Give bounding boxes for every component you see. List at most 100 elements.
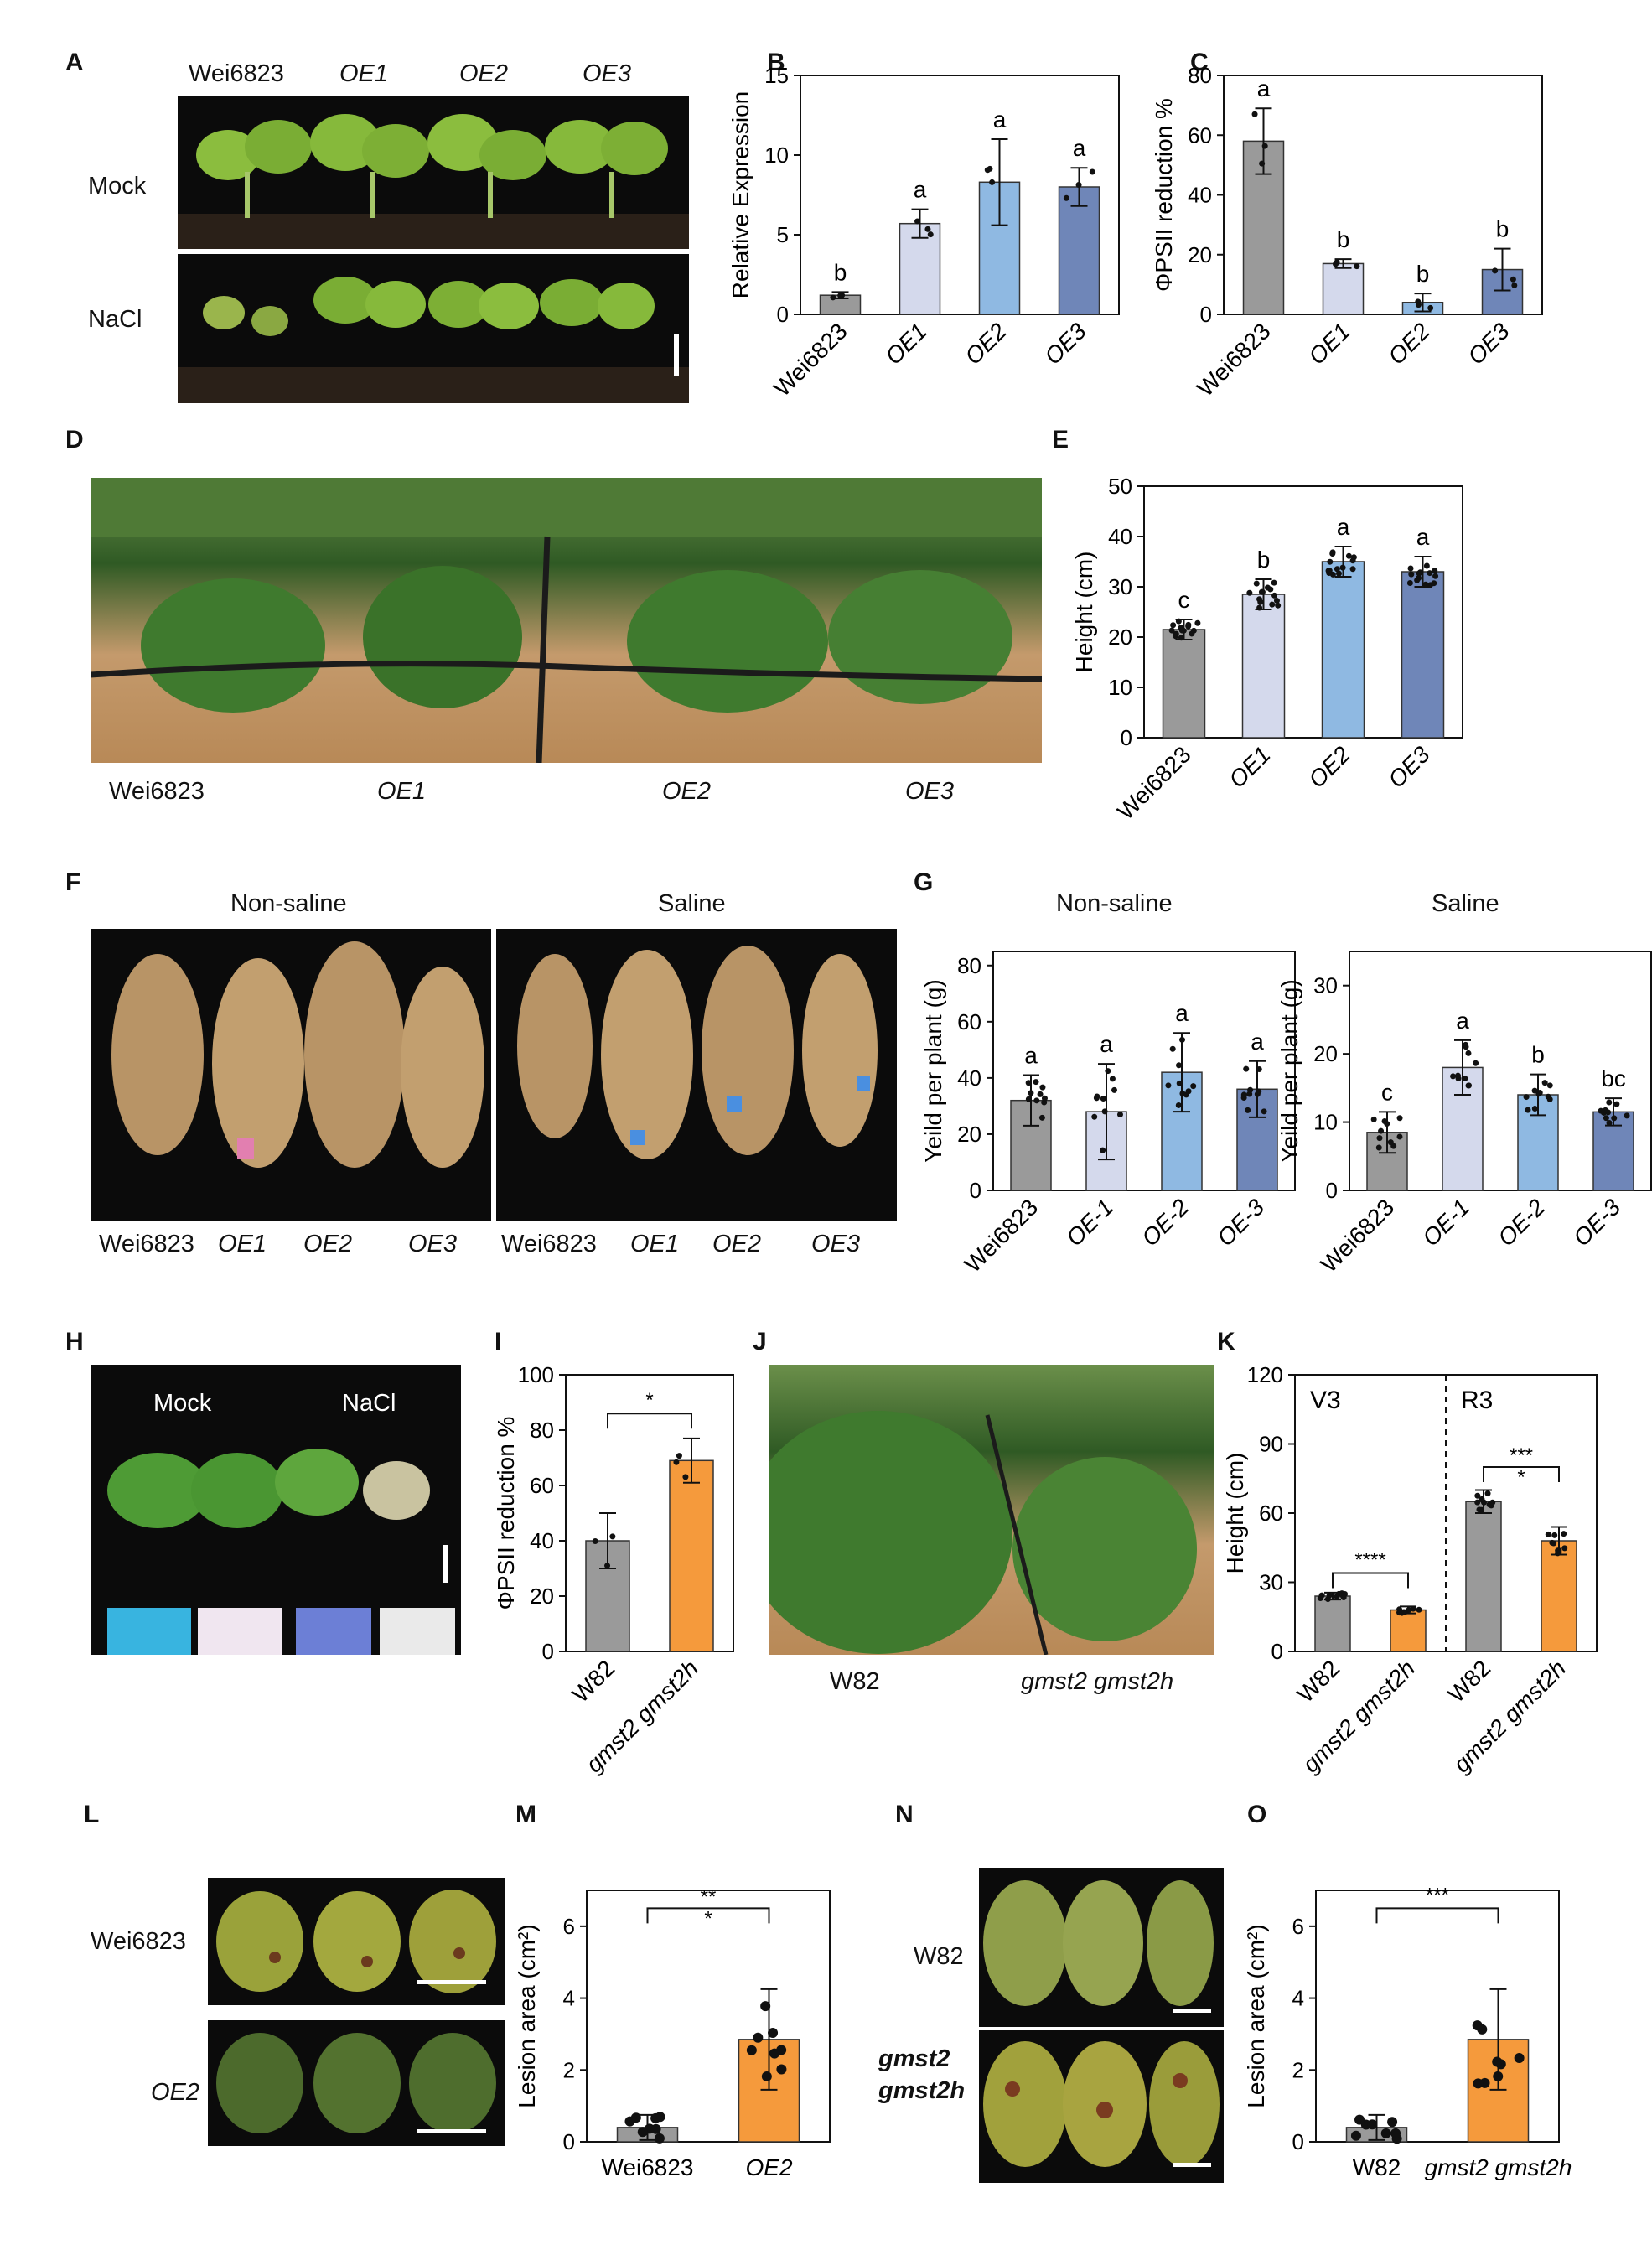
category-label-B-2: OE2 (960, 318, 1012, 370)
point-G2-0-1 (1370, 1116, 1377, 1122)
point-G1-3-7 (1243, 1065, 1250, 1072)
point-K-3-9 (1556, 1549, 1562, 1556)
point-E-3-4 (1427, 570, 1433, 577)
point-E-3-5 (1432, 573, 1439, 579)
category-label-M-1: OE2 (745, 2154, 792, 2180)
chart-e-height: 0 10 20 30 40 50 Height (cm) c Wei6823 b OE1 a OE2 a O… (1071, 474, 1463, 825)
letter-G1-3: a (1251, 1029, 1264, 1055)
letter-E-0: c (1178, 587, 1190, 613)
bar-K-1 (1390, 1609, 1427, 1652)
y-tick-label-O-3: 6 (1292, 1914, 1304, 1939)
a-row-nacl: NaCl (88, 306, 142, 333)
significance-O-0: *** (1426, 1884, 1449, 1906)
point-G2-3-4 (1613, 1101, 1620, 1107)
point-G2-3-9 (1602, 1107, 1608, 1113)
y-tick-label-B-3: 15 (764, 63, 789, 88)
point-C-0-1 (1251, 111, 1258, 117)
chart-c-phipsii-reduction: 0 20 40 60 80 ΦPSII reduction % a Wei6823 b OE1 b O… (1151, 63, 1543, 402)
point-B-3-0 (1075, 182, 1082, 189)
point-G1-3-8 (1246, 1091, 1253, 1097)
a-col-oe1: OE1 (339, 60, 389, 87)
point-B-3-1 (1063, 194, 1069, 201)
point-E-1-6 (1273, 598, 1280, 604)
point-K-2-9 (1489, 1499, 1496, 1506)
point-G1-2-3 (1175, 1102, 1182, 1108)
point-G2-1-9 (1454, 1072, 1461, 1079)
a-photo-nacl (178, 254, 689, 403)
point-E-3-0 (1407, 565, 1414, 572)
point-M-0-7 (650, 2112, 661, 2123)
point-K-2-4 (1484, 1490, 1491, 1497)
l-scale-bar-2 (417, 2129, 486, 2133)
point-B-2-1 (989, 179, 996, 185)
point-G1-2-8 (1169, 1045, 1176, 1052)
y-tick-label-G2-2: 20 (1313, 1041, 1338, 1066)
f-title-saline: Saline (658, 890, 726, 917)
h-photo: Mock NaCl (91, 1365, 461, 1655)
y-tick-label-I-4: 80 (530, 1418, 554, 1443)
category-label-B-1: OE1 (880, 318, 932, 370)
point-K-2-1 (1478, 1506, 1484, 1513)
letter-G1-2: a (1175, 1000, 1189, 1026)
panel-label-a: A (65, 49, 84, 76)
point-G1-2-7 (1175, 1062, 1182, 1069)
letter-G2-3: bc (1601, 1065, 1626, 1091)
point-G1-1-7 (1116, 1112, 1123, 1118)
category-label-K-0: W82 (1292, 1655, 1345, 1708)
category-label-C-1: OE1 (1303, 318, 1355, 370)
a-scale-bar (674, 334, 679, 376)
point-G2-1-1 (1473, 1060, 1479, 1066)
d-caption-oe1: OE1 (377, 778, 427, 805)
y-axis-label-I: ΦPSII reduction % (493, 1417, 519, 1610)
y-axis-label-C: ΦPSII reduction % (1151, 98, 1177, 292)
point-M-1-0 (760, 2001, 771, 2012)
letter-G2-1: a (1456, 1008, 1469, 1034)
point-E-0-10 (1173, 630, 1179, 637)
y-tick-label-G1-3: 60 (957, 1009, 981, 1034)
point-G2-0-6 (1396, 1115, 1403, 1122)
n-leaves-mutant (983, 2041, 1220, 2167)
point-E-2-9 (1339, 564, 1346, 571)
point-O-1-3 (1473, 2078, 1484, 2089)
panel-label-f: F (65, 868, 81, 896)
letter-C-0: a (1257, 75, 1271, 101)
chart-m-lesion-area: 0 2 4 6 Lesion area (cm²) Wei6823 OE2 *** (514, 1885, 831, 2180)
point-O-0-7 (1387, 2117, 1398, 2128)
j-field-plants (769, 1411, 1197, 1655)
f-cap-l-wei6823: Wei6823 (99, 1231, 194, 1257)
point-E-1-11 (1259, 588, 1266, 595)
plot-frame-E (1143, 485, 1463, 739)
plot-frame-I (565, 1374, 734, 1652)
significance-M-1: * (704, 1907, 712, 1930)
panel-label-d: D (65, 426, 84, 454)
j-caption-mutant: gmst2 gmst2h (1021, 1668, 1174, 1695)
f-cap-l-oe2: OE2 (303, 1231, 353, 1257)
point-C-1-1 (1354, 263, 1360, 270)
panel-label-b: B (767, 49, 785, 76)
y-tick-label-I-0: 0 (542, 1639, 554, 1664)
point-E-0-5 (1185, 623, 1192, 630)
point-E-0-13 (1194, 619, 1201, 626)
point-G1-3-6 (1256, 1088, 1262, 1095)
panel-label-j: J (753, 1328, 767, 1356)
y-tick-label-B-0: 0 (777, 302, 789, 327)
category-label-E-0: Wei6823 (1112, 741, 1196, 825)
point-G1-1-1 (1105, 1068, 1111, 1075)
point-G1-0-2 (1028, 1090, 1034, 1096)
bracket-K-R3 (1483, 1466, 1560, 1482)
point-K-3-6 (1551, 1540, 1557, 1547)
point-G1-3-1 (1245, 1107, 1251, 1113)
bar-G2-2 (1517, 1094, 1559, 1191)
category-label-M-0: Wei6823 (601, 2154, 693, 2180)
point-G1-0-9 (1037, 1091, 1044, 1097)
letter-G2-0: c (1381, 1079, 1393, 1105)
category-label-G2-1: OE-1 (1417, 1194, 1474, 1251)
y-tick-label-I-3: 60 (530, 1473, 554, 1498)
point-G1-2-5 (1185, 1088, 1192, 1095)
point-B-2-2 (987, 165, 993, 172)
category-label-G1-0: Wei6823 (960, 1194, 1044, 1278)
chart-b-relative-expression: 0 5 10 15 Relative Expression b Wei6823 a OE1 a OE… (728, 63, 1120, 402)
point-G1-0-1 (1038, 1114, 1045, 1121)
category-label-C-0: Wei6823 (1192, 318, 1276, 402)
y-tick-label-G2-3: 30 (1313, 973, 1338, 998)
